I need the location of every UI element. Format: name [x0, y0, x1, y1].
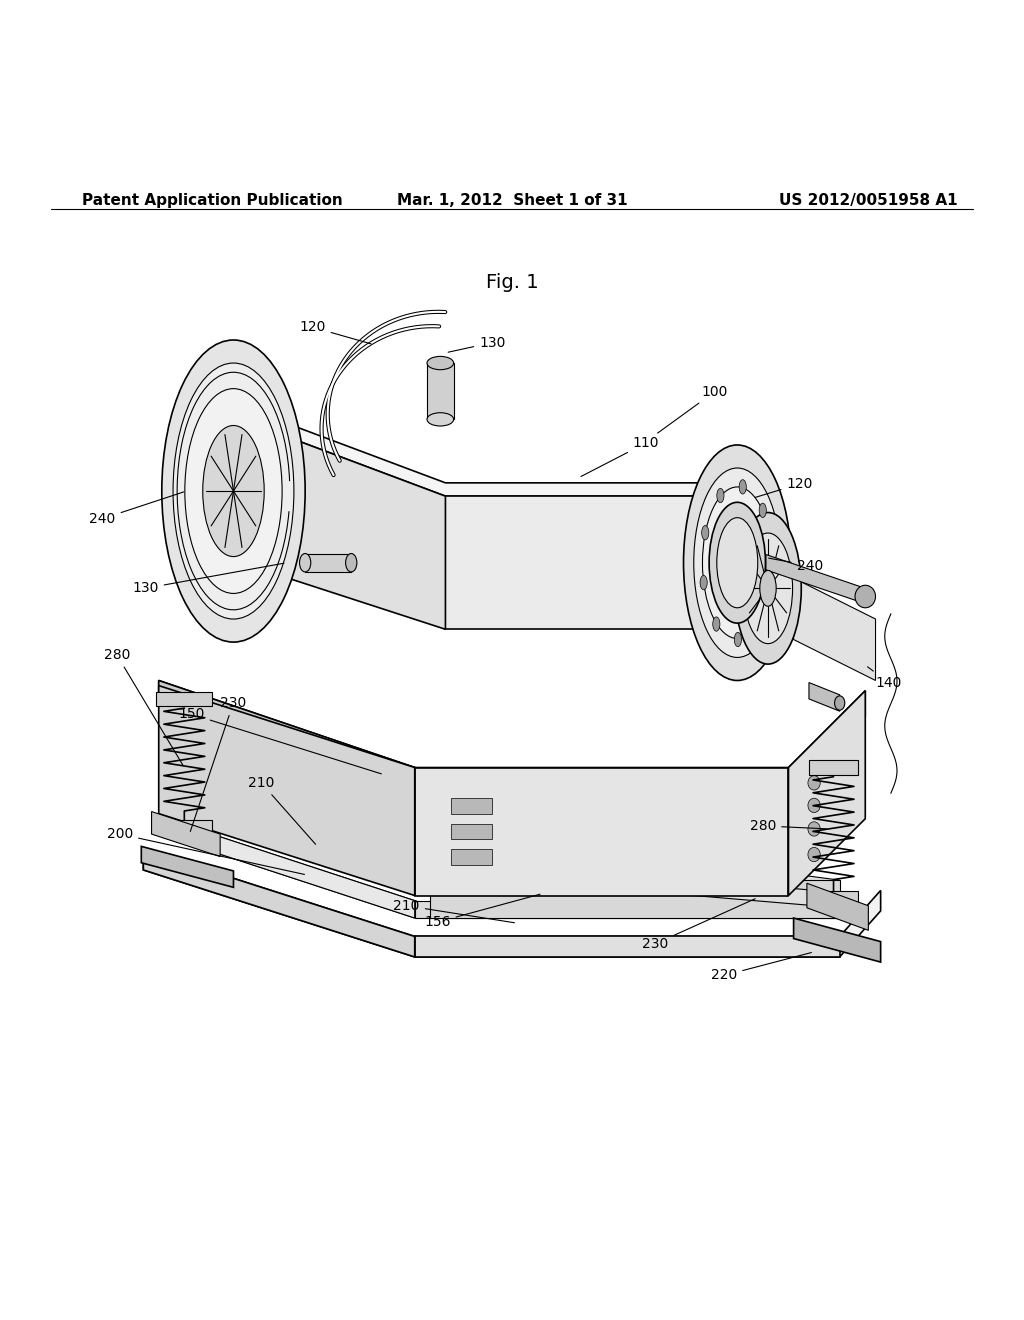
Ellipse shape: [768, 573, 775, 587]
Bar: [809, 891, 858, 906]
Polygon shape: [430, 880, 840, 917]
Polygon shape: [766, 554, 865, 603]
Polygon shape: [389, 854, 840, 908]
Ellipse shape: [768, 549, 775, 564]
Polygon shape: [143, 850, 415, 957]
Ellipse shape: [345, 553, 356, 572]
Polygon shape: [809, 682, 840, 711]
Text: Mar. 1, 2012  Sheet 1 of 31: Mar. 1, 2012 Sheet 1 of 31: [396, 193, 628, 209]
Text: 220: 220: [711, 953, 811, 982]
Text: 210: 210: [393, 899, 514, 923]
Polygon shape: [415, 900, 840, 917]
Text: 156: 156: [424, 894, 540, 929]
Polygon shape: [159, 808, 840, 911]
Text: Fig. 1: Fig. 1: [485, 273, 539, 292]
Text: 230: 230: [190, 696, 247, 832]
Ellipse shape: [203, 425, 264, 557]
Polygon shape: [794, 917, 881, 962]
Text: 210: 210: [248, 776, 315, 845]
Polygon shape: [415, 767, 788, 895]
Ellipse shape: [739, 479, 746, 494]
Text: 140: 140: [867, 667, 902, 689]
Polygon shape: [415, 936, 840, 957]
Polygon shape: [445, 496, 742, 630]
Ellipse shape: [709, 503, 765, 623]
Ellipse shape: [743, 533, 793, 644]
Ellipse shape: [713, 616, 720, 631]
Ellipse shape: [427, 413, 454, 426]
Ellipse shape: [162, 341, 305, 642]
Ellipse shape: [184, 388, 283, 594]
Bar: [156, 820, 212, 834]
Bar: [156, 692, 212, 706]
Polygon shape: [159, 817, 415, 917]
Ellipse shape: [717, 488, 724, 503]
Text: 110: 110: [581, 436, 659, 477]
Text: 240: 240: [769, 558, 823, 573]
Ellipse shape: [717, 517, 758, 607]
Text: 130: 130: [132, 564, 284, 595]
Text: 120: 120: [756, 477, 813, 498]
Ellipse shape: [759, 503, 766, 517]
Ellipse shape: [835, 696, 845, 710]
Text: 130: 130: [449, 335, 506, 352]
Ellipse shape: [734, 632, 741, 647]
Text: 150: 150: [178, 708, 381, 774]
Bar: [427, 363, 454, 420]
Ellipse shape: [808, 822, 820, 836]
Text: 120: 120: [299, 321, 371, 343]
Polygon shape: [451, 850, 492, 865]
Bar: [305, 553, 351, 572]
Text: 280: 280: [103, 648, 183, 766]
Text: Patent Application Publication: Patent Application Publication: [82, 193, 343, 209]
Polygon shape: [159, 817, 415, 917]
Polygon shape: [788, 690, 865, 895]
Ellipse shape: [427, 356, 454, 370]
Text: 280: 280: [750, 818, 826, 833]
Polygon shape: [241, 420, 445, 630]
Polygon shape: [415, 767, 788, 793]
Text: US 2012/0051958 A1: US 2012/0051958 A1: [779, 193, 957, 209]
Bar: [809, 760, 858, 775]
Ellipse shape: [684, 445, 791, 681]
Ellipse shape: [808, 776, 820, 791]
Text: 230: 230: [642, 899, 756, 950]
Polygon shape: [794, 578, 876, 681]
Text: 240: 240: [89, 492, 183, 525]
Polygon shape: [141, 846, 233, 887]
Ellipse shape: [299, 553, 311, 572]
Polygon shape: [143, 850, 881, 957]
Text: 200: 200: [106, 828, 304, 874]
Polygon shape: [451, 799, 492, 813]
Polygon shape: [807, 883, 868, 931]
Polygon shape: [179, 793, 840, 895]
Polygon shape: [451, 824, 492, 840]
Ellipse shape: [702, 487, 772, 639]
Ellipse shape: [700, 576, 708, 590]
Text: 100: 100: [657, 384, 728, 433]
Ellipse shape: [808, 847, 820, 862]
Polygon shape: [159, 681, 865, 793]
Polygon shape: [159, 681, 415, 793]
Ellipse shape: [756, 615, 763, 630]
Ellipse shape: [701, 525, 709, 540]
Ellipse shape: [735, 512, 801, 664]
Polygon shape: [152, 812, 220, 857]
Ellipse shape: [173, 363, 294, 619]
Ellipse shape: [760, 570, 776, 606]
Ellipse shape: [855, 585, 876, 607]
Ellipse shape: [808, 799, 820, 813]
Polygon shape: [241, 407, 758, 496]
Ellipse shape: [694, 469, 781, 657]
Polygon shape: [159, 685, 415, 895]
